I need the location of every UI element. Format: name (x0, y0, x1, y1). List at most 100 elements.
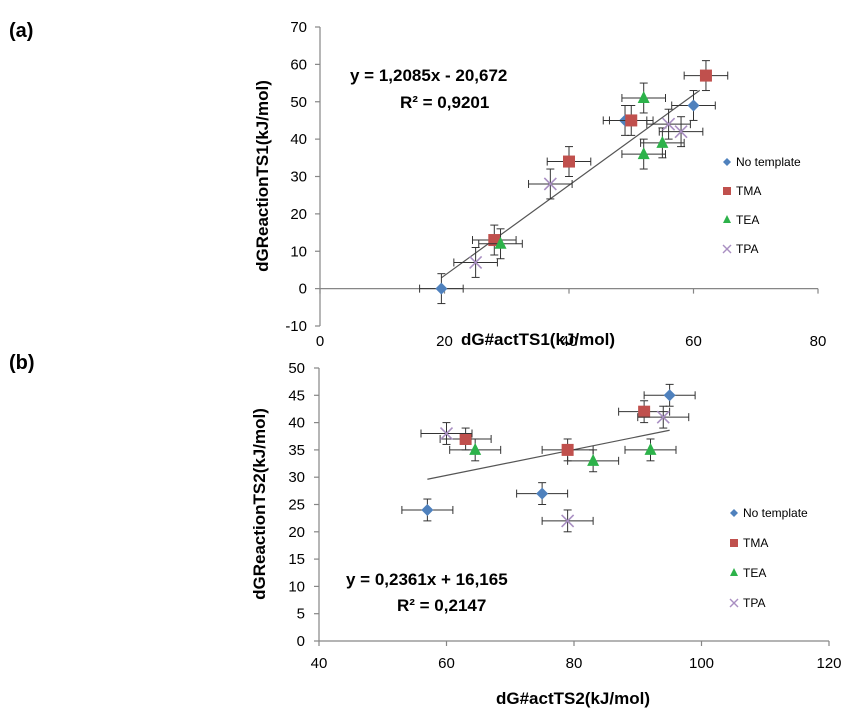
legend-item: TEA (723, 213, 759, 227)
y-tick-label: 45 (288, 387, 305, 404)
legend-item: TPA (722, 242, 758, 256)
chart-panel-a: (a) -10 0 10 20 30 40 50 60 70 0 20 40 60 80 dG#actTS1(… (9, 19, 826, 350)
data-point (687, 99, 700, 112)
legend-item: No template (730, 506, 808, 520)
x-tick-label: 60 (438, 655, 455, 672)
y-tick-label: 20 (290, 206, 307, 223)
x-tick-label: 60 (685, 333, 702, 350)
x-tick-label: 40 (311, 655, 328, 672)
series-tpa (420, 405, 690, 533)
data-point (699, 69, 712, 82)
y-tick-label: 70 (290, 19, 307, 36)
error-bar (419, 273, 464, 305)
y-axis-title: dGReactionTS2(kJ/mol) (250, 408, 269, 600)
legend-label: TPA (736, 242, 758, 256)
y-tick-label: 40 (290, 131, 307, 148)
y-axis-title: dGReactionTS1(kJ/mol) (253, 80, 272, 272)
y-tick-label: 10 (290, 243, 307, 260)
y-tick-label: 0 (299, 281, 307, 298)
data-point (663, 389, 676, 402)
data-point (637, 91, 650, 104)
legend: No template TMA TEA TPA (722, 155, 801, 256)
data-point (656, 135, 669, 148)
series-tma (472, 60, 729, 256)
data-point (638, 405, 651, 418)
legend-marker-stroke (722, 244, 732, 254)
y-tick-label: 35 (288, 442, 305, 459)
trendline-equation: y = 1,2085x - 20,672 (350, 66, 507, 85)
data-point (536, 487, 549, 500)
data-point (561, 514, 575, 528)
x-tick-label: 80 (810, 333, 827, 350)
legend-marker (730, 539, 738, 547)
y-tick-label: 40 (288, 415, 305, 432)
y-tick-label: 50 (290, 94, 307, 111)
y-tick-label: 10 (288, 578, 305, 595)
marker-x-stroke (439, 426, 454, 441)
legend-label: TMA (743, 536, 768, 550)
data-point (421, 503, 434, 516)
series-tpa (453, 108, 704, 278)
marker-x-stroke (656, 410, 670, 424)
trendline-r2: R² = 0,2147 (397, 596, 486, 615)
x-tick-label: 120 (816, 655, 841, 672)
legend-label: No template (743, 506, 808, 520)
x-tick-label: 40 (561, 333, 578, 350)
data-point (662, 117, 676, 131)
series-tea (449, 438, 677, 473)
data-point (459, 432, 472, 445)
legend-label: No template (736, 155, 801, 169)
legend-marker (722, 244, 732, 254)
data-point (469, 442, 482, 455)
data-point (469, 255, 483, 270)
data-point (439, 426, 454, 441)
marker-x-stroke (469, 255, 483, 270)
legend-marker (730, 568, 738, 576)
series-tea (478, 82, 685, 260)
data-point (637, 147, 650, 160)
y-tick-label: 30 (288, 469, 305, 486)
trendline (427, 429, 670, 480)
data-point (656, 410, 670, 424)
trendline-equation: y = 0,2361x + 16,165 (346, 570, 508, 589)
data-point (494, 236, 507, 249)
legend-item: TMA (723, 184, 761, 198)
data-point (543, 177, 557, 191)
y-tick-label: 30 (290, 169, 307, 186)
legend-label: TEA (743, 566, 766, 580)
legend-marker (723, 187, 731, 195)
legend-item: TMA (730, 536, 768, 550)
legend-item: TEA (730, 566, 766, 580)
y-tick-label: 0 (297, 633, 305, 650)
x-tick-label: 80 (566, 655, 583, 672)
y-tick-label: 15 (288, 551, 305, 568)
legend-marker (729, 598, 739, 608)
x-tick-label: 0 (316, 333, 324, 350)
legend-marker (723, 158, 731, 166)
x-axis-title: dG#actTS2(kJ/mol) (496, 689, 650, 708)
y-tick-label: 60 (290, 56, 307, 73)
x-tick-label: 20 (436, 333, 453, 350)
legend: No template TMA TEA TPA (729, 506, 808, 610)
legend-label: TMA (736, 184, 761, 198)
series-no-template (401, 383, 696, 522)
legend-marker (730, 509, 738, 517)
panel-label: (b) (9, 352, 35, 374)
data-point (435, 282, 448, 295)
legend-marker (723, 215, 731, 223)
y-tick-label: 5 (297, 606, 305, 623)
data-point (625, 114, 638, 127)
legend-label: TPA (743, 596, 765, 610)
chart-panel-b: (b) 0 5 10 15 20 25 30 35 40 45 50 40 60 80 100 120 dG#ac… (9, 352, 842, 708)
y-tick-label: 25 (288, 497, 305, 514)
data-point (587, 453, 600, 466)
data-point (644, 442, 657, 455)
trendline-r2: R² = 0,9201 (400, 93, 489, 112)
data-point (561, 443, 574, 456)
legend-item: No template (723, 155, 801, 169)
marker-x-stroke (561, 514, 575, 528)
y-tick-label: 20 (288, 524, 305, 541)
marker-x-stroke (662, 117, 676, 131)
x-axis-title: dG#actTS1(kJ/mol) (461, 330, 615, 349)
